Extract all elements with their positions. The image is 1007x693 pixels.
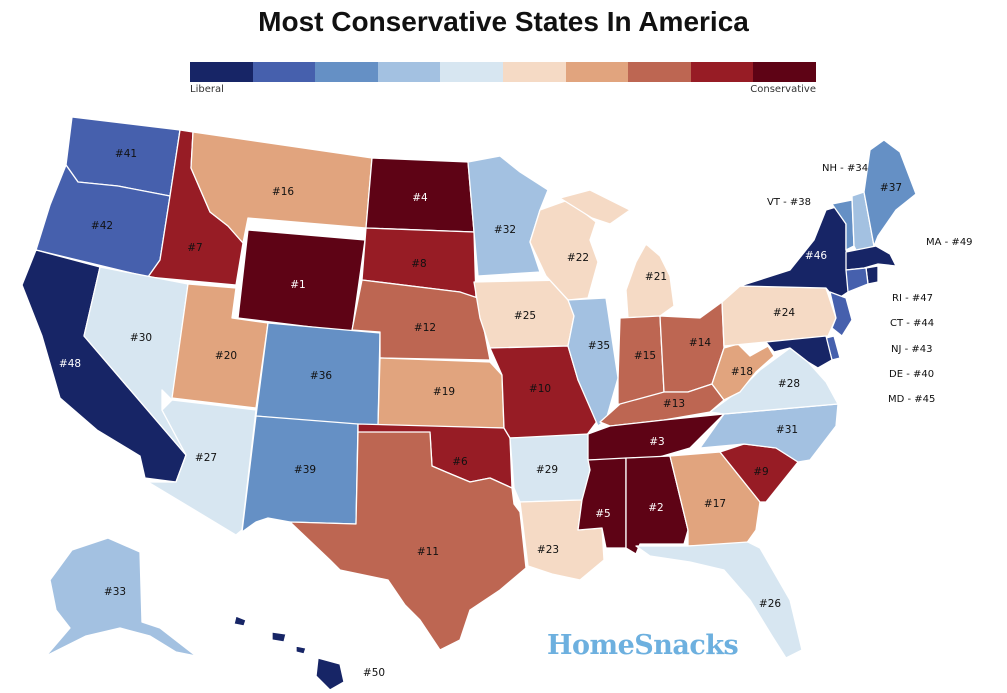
rank-label-ca: #48 <box>59 358 81 370</box>
rank-label-ut: #20 <box>215 350 237 362</box>
state-alaska[interactable] <box>45 537 197 657</box>
rank-label-ny: #46 <box>805 250 827 262</box>
rank-label-co: #36 <box>310 370 332 382</box>
rank-label-in: #15 <box>634 350 656 362</box>
state-nebraska[interactable] <box>351 279 491 361</box>
callout-ri: RI - #47 <box>892 293 933 304</box>
rank-label-mi: #21 <box>645 271 667 283</box>
legend-swatch <box>690 62 754 82</box>
rank-label-la: #23 <box>537 544 559 556</box>
rank-label-ky: #13 <box>663 398 685 410</box>
rank-label-ia: #25 <box>514 310 536 322</box>
state-west-virginia[interactable] <box>711 343 775 401</box>
rank-label-oh: #14 <box>689 337 711 349</box>
state-illinois[interactable] <box>567 297 619 427</box>
legend-label-conservative: Conservative <box>750 84 816 95</box>
state-hawaii[interactable] <box>315 657 345 691</box>
rank-label-wa: #41 <box>115 148 137 160</box>
callout-ct: CT - #44 <box>890 318 934 329</box>
callout-nj: NJ - #43 <box>891 344 933 355</box>
rank-label-nv: #30 <box>130 332 152 344</box>
state-connecticut[interactable] <box>845 267 869 293</box>
state-texas[interactable] <box>289 431 527 651</box>
rank-label-sd: #8 <box>411 258 426 270</box>
legend-swatch <box>377 62 441 82</box>
map-title: Most Conservative States In America <box>258 6 749 37</box>
legend-swatch <box>565 62 629 82</box>
state-hawaii-islands[interactable] <box>233 615 307 655</box>
legend-swatch <box>502 62 566 82</box>
rank-label-wy: #1 <box>290 279 305 291</box>
rank-label-al: #2 <box>648 502 663 514</box>
legend-swatch <box>252 62 316 82</box>
rank-label-mn: #32 <box>494 224 516 236</box>
rank-label-me: #37 <box>880 182 902 194</box>
rank-label-ms: #5 <box>595 508 610 520</box>
rank-label-ga: #17 <box>704 498 726 510</box>
legend-swatch <box>753 62 816 82</box>
state-michigan-upper[interactable] <box>559 189 631 225</box>
rank-label-tx: #11 <box>417 546 439 558</box>
rank-label-mt: #16 <box>272 186 294 198</box>
rank-label-or: #42 <box>91 220 113 232</box>
rank-label-ok: #6 <box>452 456 468 468</box>
rank-label-mo: #10 <box>529 383 551 395</box>
callout-vt: VT - #38 <box>767 197 811 208</box>
state-new-york[interactable] <box>739 203 857 301</box>
rank-label-ar: #29 <box>536 464 558 476</box>
rank-label-nc: #31 <box>776 424 798 436</box>
legend-swatch <box>440 62 503 82</box>
rank-label-hi: #50 <box>363 667 385 679</box>
state-north-carolina[interactable] <box>699 403 839 463</box>
rank-label-ks: #19 <box>433 386 455 398</box>
state-vermont[interactable] <box>831 199 855 251</box>
rank-label-wv: #18 <box>731 366 753 378</box>
rank-label-tn: #3 <box>649 436 664 448</box>
rank-label-fl: #26 <box>759 598 781 610</box>
state-maine[interactable] <box>863 139 917 247</box>
rank-label-il: #35 <box>588 340 610 352</box>
rank-label-va: #28 <box>778 378 800 390</box>
state-minnesota[interactable] <box>467 155 549 277</box>
callout-nh: NH - #34 <box>822 163 868 174</box>
state-massachusetts[interactable] <box>845 245 897 271</box>
homesnacks-logo: HomeSnacks <box>547 630 739 661</box>
legend-swatch <box>190 62 253 82</box>
rank-label-ne: #12 <box>414 322 436 334</box>
state-new-jersey[interactable] <box>829 291 853 337</box>
color-legend <box>190 62 816 82</box>
callout-de: DE - #40 <box>889 369 934 380</box>
rank-label-wi: #22 <box>567 252 589 264</box>
rank-label-nd: #4 <box>412 192 428 204</box>
legend-swatch <box>315 62 378 82</box>
rank-label-az: #27 <box>195 452 217 464</box>
rank-label-pa: #24 <box>773 307 795 319</box>
rank-label-ak: #33 <box>104 586 126 598</box>
state-maryland[interactable] <box>765 335 833 369</box>
rank-label-sc: #9 <box>753 466 768 478</box>
legend-swatch <box>628 62 691 82</box>
callout-md: MD - #45 <box>888 394 935 405</box>
rank-label-id: #7 <box>187 242 202 254</box>
rank-label-nm: #39 <box>294 464 316 476</box>
state-florida[interactable] <box>635 541 803 659</box>
legend-label-liberal: Liberal <box>190 84 224 95</box>
callout-ma: MA - #49 <box>926 237 973 248</box>
